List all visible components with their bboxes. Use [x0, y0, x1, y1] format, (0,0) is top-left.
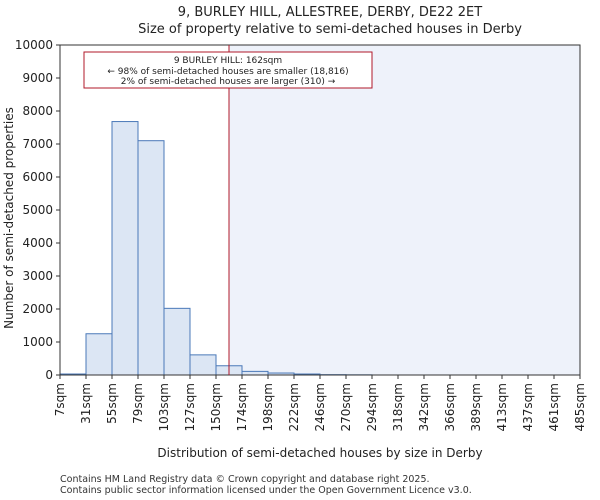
- x-tick-label: 150sqm: [209, 383, 223, 431]
- chart-subtitle: Size of property relative to semi-detach…: [138, 22, 522, 37]
- x-tick-label: 318sqm: [391, 383, 405, 431]
- x-tick-label: 222sqm: [287, 383, 301, 431]
- x-tick-label: 198sqm: [261, 383, 275, 431]
- footer-copyright: Contains HM Land Registry data © Crown c…: [60, 474, 430, 485]
- y-tick-label: 3000: [22, 269, 53, 283]
- bar: [241, 370, 269, 376]
- y-tick-label: 8000: [22, 104, 53, 118]
- x-tick-label: 342sqm: [417, 383, 431, 431]
- y-axis-label: Number of semi-detached properties: [2, 107, 16, 329]
- annotation-box: [83, 51, 373, 89]
- y-tick-label: 6000: [22, 170, 53, 184]
- annotation-title: 9 BURLEY HILL: 162sqm: [174, 56, 282, 66]
- bar: [85, 333, 113, 376]
- bar: [189, 354, 217, 376]
- x-tick-label: 389sqm: [469, 383, 483, 431]
- annotation-larger: 2% of semi-detached houses are larger (3…: [121, 77, 336, 87]
- y-axis: 0 1000 2000 3000 4000 5000 6000 7000 8000 9000 100…: [15, 38, 60, 382]
- y-tick-label: 7000: [22, 137, 53, 151]
- x-tick-label: 437sqm: [521, 383, 535, 431]
- x-tick-label: 79sqm: [131, 383, 145, 424]
- x-tick-label: 31sqm: [79, 383, 93, 424]
- bar: [163, 307, 191, 376]
- x-tick-label: 55sqm: [105, 383, 119, 424]
- y-tick-label: 9000: [22, 71, 53, 85]
- x-axis: 7sqm 31sqm 55sqm 79sqm 103sqm 127sqm 150sqm 174…: [53, 375, 587, 431]
- y-tick-label: 0: [45, 368, 53, 382]
- x-tick-label: 127sqm: [183, 383, 197, 431]
- x-tick-label: 485sqm: [573, 383, 587, 431]
- x-tick-label: 7sqm: [53, 383, 67, 416]
- x-tick-label: 246sqm: [313, 383, 327, 431]
- x-tick-label: 294sqm: [365, 383, 379, 431]
- bars: [59, 121, 373, 376]
- chart-title: 9, BURLEY HILL, ALLESTREE, DERBY, DE22 2…: [178, 5, 482, 20]
- larger-region-shade: [229, 45, 580, 375]
- y-tick-label: 10000: [15, 38, 53, 52]
- y-tick-label: 2000: [22, 302, 53, 316]
- bar: [111, 121, 139, 376]
- x-tick-label: 270sqm: [339, 383, 353, 431]
- x-tick-label: 174sqm: [235, 383, 249, 431]
- footer-licence: Contains public sector information licen…: [60, 485, 472, 496]
- x-tick-label: 366sqm: [443, 383, 457, 431]
- bar: [137, 140, 165, 376]
- y-tick-label: 4000: [22, 236, 53, 250]
- x-axis-label: Distribution of semi-detached houses by …: [157, 446, 482, 460]
- annotation-smaller: ← 98% of semi-detached houses are smalle…: [107, 67, 348, 77]
- x-tick-label: 461sqm: [547, 383, 561, 431]
- x-tick-label: 103sqm: [157, 383, 171, 431]
- y-tick-label: 1000: [22, 335, 53, 349]
- y-tick-label: 5000: [22, 203, 53, 217]
- x-tick-label: 413sqm: [495, 383, 509, 431]
